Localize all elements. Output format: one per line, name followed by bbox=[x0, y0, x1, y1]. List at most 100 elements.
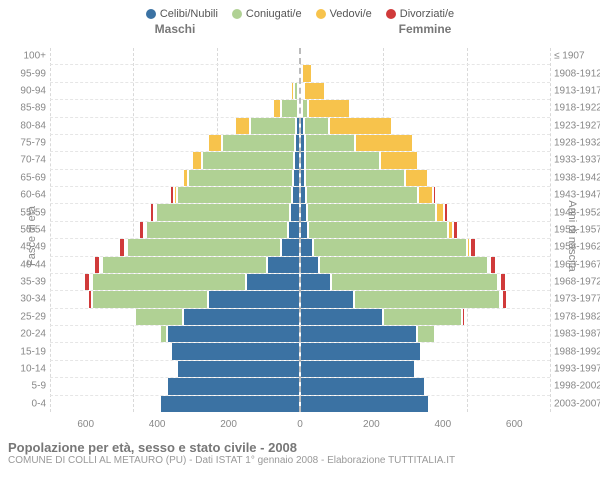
male-bar bbox=[50, 257, 300, 273]
segment bbox=[288, 222, 301, 238]
segment bbox=[329, 118, 392, 134]
female-bar bbox=[300, 343, 550, 359]
age-label: 60-64 bbox=[4, 190, 46, 201]
pyramid-row: 0-42003-2007 bbox=[50, 395, 550, 412]
pyramid-row: 25-291978-1982 bbox=[50, 308, 550, 325]
segment bbox=[418, 187, 433, 203]
segment bbox=[208, 135, 223, 151]
legend-label: Celibi/Nubili bbox=[160, 8, 218, 20]
birth-label: 1923-1927 bbox=[554, 120, 600, 131]
age-label: 90-94 bbox=[4, 85, 46, 96]
male-header: Maschi bbox=[0, 22, 300, 36]
pyramid-row: 10-141993-1997 bbox=[50, 360, 550, 377]
segment bbox=[102, 257, 267, 273]
segment bbox=[418, 152, 420, 168]
segment bbox=[436, 204, 444, 220]
segment bbox=[428, 170, 431, 186]
pyramid-row: 45-491958-1962 bbox=[50, 238, 550, 255]
birth-label: 1963-1967 bbox=[554, 259, 600, 270]
birth-label: 1958-1962 bbox=[554, 242, 600, 253]
pyramid-row: 5-91998-2002 bbox=[50, 377, 550, 394]
female-bar bbox=[300, 274, 550, 290]
segment bbox=[354, 291, 500, 307]
male-bar bbox=[50, 65, 300, 81]
segment bbox=[300, 309, 383, 325]
segment bbox=[192, 152, 202, 168]
age-label: 50-54 bbox=[4, 224, 46, 235]
female-bar bbox=[300, 170, 550, 186]
birth-label: 1933-1937 bbox=[554, 155, 600, 166]
birth-label: ≤ 1907 bbox=[554, 51, 600, 62]
age-label: 35-39 bbox=[4, 277, 46, 288]
segment bbox=[435, 326, 437, 342]
gender-header: Maschi Femmine bbox=[0, 22, 600, 36]
segment bbox=[300, 361, 415, 377]
segment bbox=[222, 135, 295, 151]
segment bbox=[167, 326, 300, 342]
pyramid-row: 50-541953-1957 bbox=[50, 221, 550, 238]
segment bbox=[300, 274, 331, 290]
male-bar bbox=[50, 239, 300, 255]
segment bbox=[92, 291, 209, 307]
age-label: 30-34 bbox=[4, 294, 46, 305]
male-bar bbox=[50, 361, 300, 377]
age-label: 85-89 bbox=[4, 103, 46, 114]
age-label: 10-14 bbox=[4, 363, 46, 374]
pyramid-row: 20-241983-1987 bbox=[50, 325, 550, 342]
legend-swatch bbox=[232, 9, 242, 19]
female-bar bbox=[300, 309, 550, 325]
segment bbox=[156, 204, 289, 220]
female-bar bbox=[300, 65, 550, 81]
birth-label: 2003-2007 bbox=[554, 398, 600, 409]
female-bar bbox=[300, 135, 550, 151]
segment bbox=[300, 378, 425, 394]
female-bar bbox=[300, 239, 550, 255]
birth-label: 1918-1922 bbox=[554, 103, 600, 114]
pyramid-row: 70-741933-1937 bbox=[50, 151, 550, 168]
x-tick: 600 bbox=[50, 419, 121, 430]
male-bar bbox=[50, 170, 300, 186]
segment bbox=[500, 274, 506, 290]
male-bar bbox=[50, 396, 300, 412]
rows: 100+≤ 190795-991908-191290-941913-191785… bbox=[50, 48, 550, 412]
age-label: 40-44 bbox=[4, 259, 46, 270]
pyramid-row: 85-891918-1922 bbox=[50, 99, 550, 116]
pyramid-row: 95-991908-1912 bbox=[50, 64, 550, 81]
male-bar bbox=[50, 274, 300, 290]
segment bbox=[300, 326, 417, 342]
male-bar bbox=[50, 100, 300, 116]
segment bbox=[235, 118, 250, 134]
segment bbox=[304, 83, 325, 99]
segment bbox=[307, 204, 436, 220]
segment bbox=[300, 291, 354, 307]
x-axis: 6004002000200400600 bbox=[50, 419, 550, 430]
female-bar bbox=[300, 48, 550, 64]
segment bbox=[490, 257, 497, 273]
segment bbox=[300, 222, 308, 238]
segment bbox=[313, 239, 467, 255]
age-label: 75-79 bbox=[4, 138, 46, 149]
segment bbox=[246, 274, 300, 290]
x-tick: 200 bbox=[193, 419, 264, 430]
female-bar bbox=[300, 152, 550, 168]
segment bbox=[308, 222, 448, 238]
legend-item: Divorziati/e bbox=[386, 8, 454, 20]
segment bbox=[188, 170, 292, 186]
female-bar bbox=[300, 291, 550, 307]
pyramid-row: 30-341973-1977 bbox=[50, 290, 550, 307]
female-bar bbox=[300, 222, 550, 238]
age-label: 100+ bbox=[4, 51, 46, 62]
x-tick: 0 bbox=[264, 419, 335, 430]
segment bbox=[135, 309, 183, 325]
female-bar bbox=[300, 396, 550, 412]
footer-subtitle: COMUNE DI COLLI AL METAURO (PU) - Dati I… bbox=[0, 455, 600, 466]
legend-item: Coniugati/e bbox=[232, 8, 302, 20]
age-label: 70-74 bbox=[4, 155, 46, 166]
segment bbox=[331, 274, 498, 290]
female-bar bbox=[300, 100, 550, 116]
pyramid-row: 65-691938-1942 bbox=[50, 169, 550, 186]
segment bbox=[281, 239, 300, 255]
birth-label: 1998-2002 bbox=[554, 381, 600, 392]
footer-title: Popolazione per età, sesso e stato civil… bbox=[0, 436, 600, 455]
segment bbox=[405, 170, 428, 186]
